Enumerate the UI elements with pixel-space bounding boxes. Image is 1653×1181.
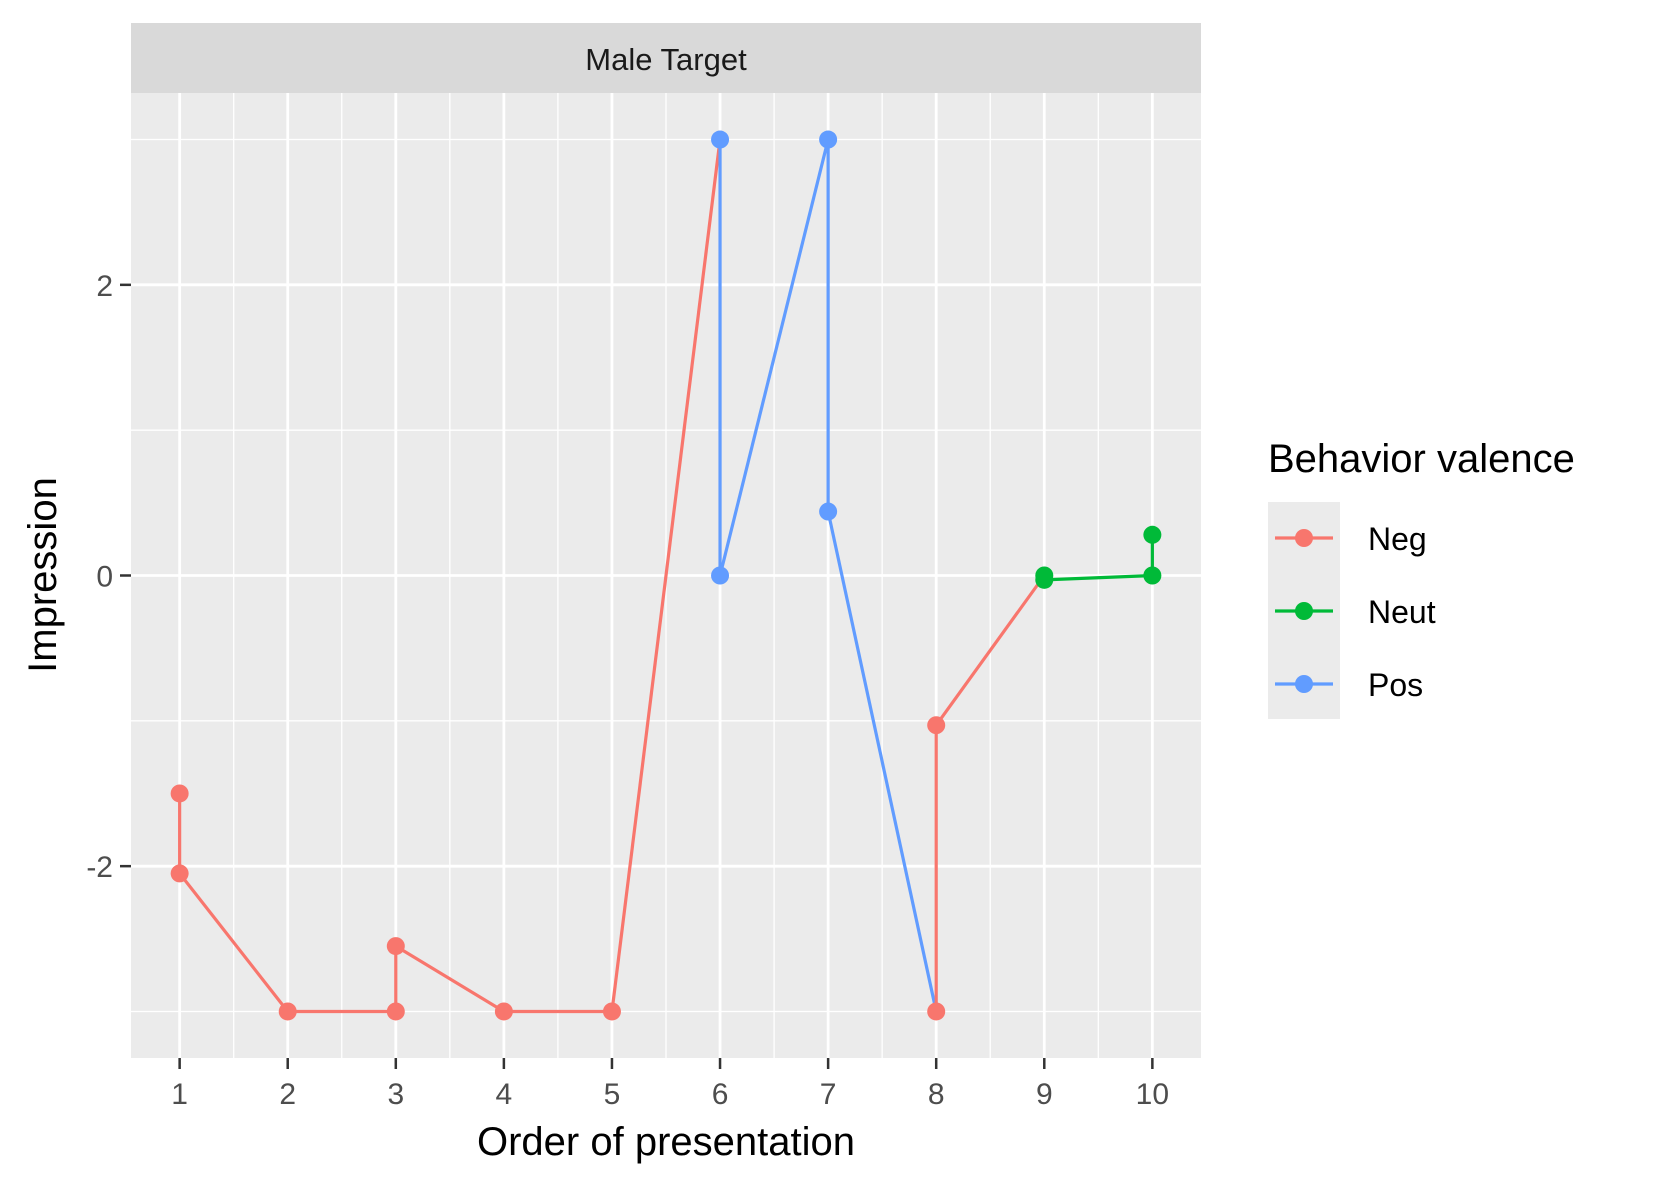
data-point-neg	[386, 1002, 405, 1021]
series-segment-neg	[178, 872, 289, 1013]
legend-label-pos: Pos	[1368, 667, 1423, 703]
y-axis: -2 0 2	[86, 270, 131, 884]
data-point-neg	[927, 1002, 946, 1021]
x-tick-label: 4	[496, 1078, 513, 1111]
x-tick-label: 5	[604, 1078, 621, 1111]
y-axis-title: Impression	[21, 477, 65, 673]
x-tick-label: 1	[171, 1078, 188, 1111]
x-tick-label: 2	[279, 1078, 296, 1111]
legend-label-neut: Neut	[1368, 594, 1436, 630]
data-point-neg	[170, 864, 189, 883]
series-segment-neg	[934, 574, 1046, 727]
x-tick-label: 10	[1136, 1078, 1169, 1111]
data-point-pos	[819, 502, 838, 521]
legend-key-point	[1295, 675, 1313, 693]
data-point-neg	[170, 784, 189, 803]
x-tick-label: 8	[928, 1078, 945, 1111]
legend-title: Behavior valence	[1268, 437, 1575, 481]
x-tick-label: 6	[712, 1078, 729, 1111]
series-segment-neg	[610, 139, 722, 1012]
data-point-neg	[927, 716, 946, 735]
data-point-pos	[711, 566, 730, 585]
x-axis: 1 2 3 4 5 6 7 8 9 10	[171, 1058, 1169, 1111]
x-axis-title: Order of presentation	[477, 1120, 855, 1164]
data-point-neut	[1035, 570, 1054, 589]
facet-title: Male Target	[585, 42, 747, 77]
legend-key-point	[1295, 602, 1313, 620]
y-tick-label: 2	[96, 270, 113, 303]
series-segment-neg	[394, 944, 505, 1013]
x-tick-label: 9	[1036, 1078, 1053, 1111]
series-segment-pos	[826, 511, 938, 1012]
data-series	[178, 139, 1154, 1014]
data-point-neg	[494, 1002, 513, 1021]
data-point-neut	[1143, 566, 1162, 585]
data-point-pos	[819, 130, 838, 149]
x-tick-label: 7	[820, 1078, 837, 1111]
data-points	[170, 130, 1162, 1021]
legend-label-neg: Neg	[1368, 521, 1427, 557]
facet-strip	[131, 23, 1201, 93]
x-tick-label: 3	[387, 1078, 404, 1111]
series-segment-pos	[718, 139, 830, 576]
legend-key-point	[1295, 529, 1313, 547]
data-point-neg	[278, 1002, 297, 1021]
y-tick-label: 0	[96, 561, 113, 594]
data-point-neg	[602, 1002, 621, 1021]
y-tick-label: -2	[86, 851, 113, 884]
series-segment-neut	[1044, 573, 1153, 582]
data-point-pos	[711, 130, 730, 149]
data-point-neut	[1143, 525, 1162, 544]
data-point-neg	[386, 937, 405, 956]
legend: Behavior valence Neg Neut Pos	[1268, 437, 1575, 719]
